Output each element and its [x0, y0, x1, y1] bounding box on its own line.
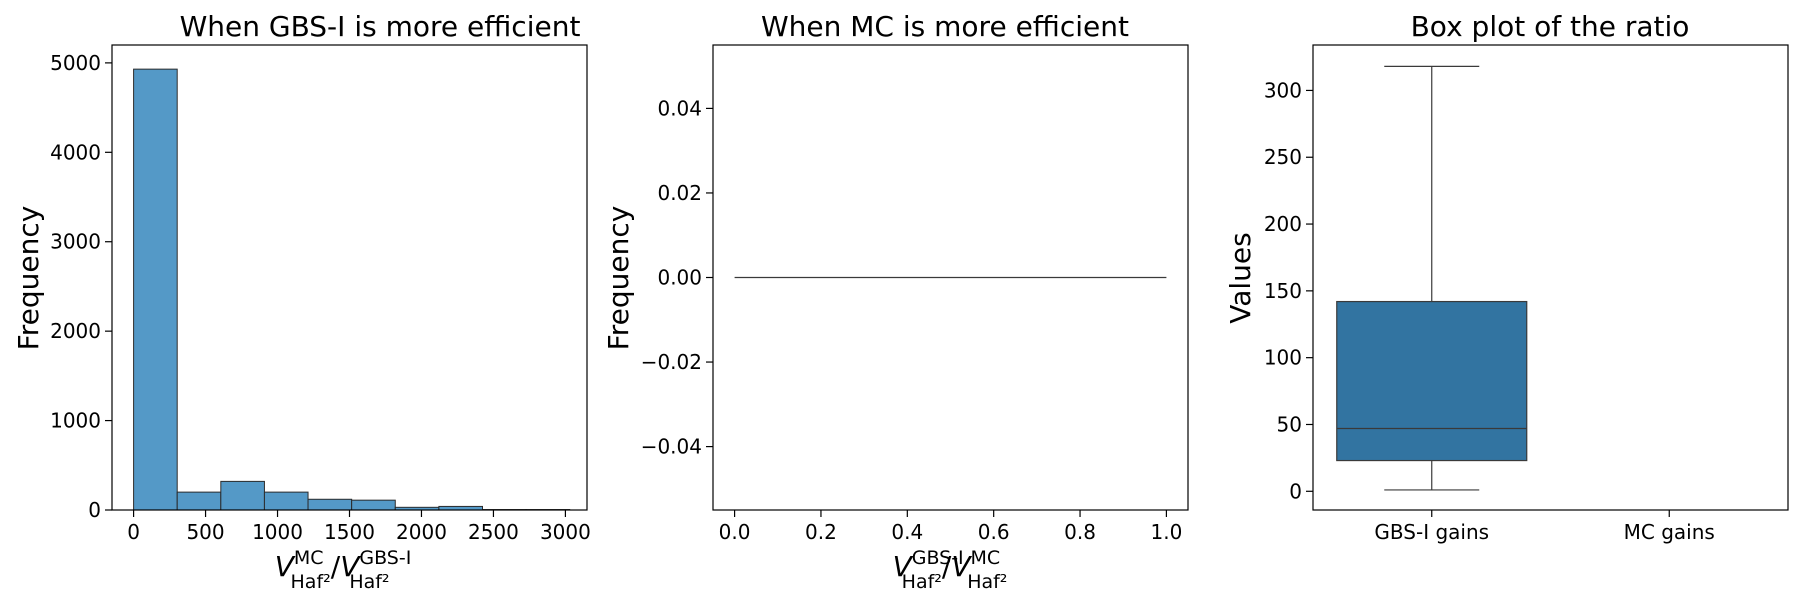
xlabel-slash: / — [942, 550, 952, 583]
histogram-bar — [176, 491, 222, 511]
y-tick-label: 0 — [88, 498, 101, 522]
y-tick-label: 0.02 — [657, 181, 702, 205]
xlabel-sub-a: Haf² — [902, 571, 942, 593]
panel-title: Box plot of the ratio — [1411, 10, 1690, 43]
y-tick-label: −0.04 — [641, 435, 702, 459]
xlabel-var-a: V — [893, 550, 914, 583]
xlabel-var-a: V — [275, 550, 296, 583]
xlabel-sup-a: GBS-I — [912, 547, 964, 569]
xlabel-sub-a: Haf² — [291, 571, 331, 593]
panel-title: When GBS-I is more efficient — [180, 10, 581, 43]
y-tick-label: 3000 — [50, 230, 101, 254]
x-tick-label: 1000 — [252, 520, 303, 544]
x-tick-label: 3000 — [540, 520, 591, 544]
x-tick-label: 0.6 — [978, 520, 1010, 544]
x-tick-label: 0.2 — [805, 520, 837, 544]
x-axis-label: VMC Haf²/VGBS-I Haf² — [275, 547, 412, 593]
xlabel-sub-b: Haf² — [349, 571, 389, 593]
y-tick-label: 100 — [1264, 346, 1302, 370]
plot-area — [1336, 65, 1528, 491]
y-tick-label: 200 — [1264, 212, 1302, 236]
xlabel-var-b: V — [340, 550, 361, 583]
x-tick-label: 1.0 — [1151, 520, 1183, 544]
x-tick-label: 0.0 — [719, 520, 751, 544]
y-tick-label: 300 — [1264, 78, 1302, 102]
axes-frame — [1312, 44, 1789, 511]
x-tick-label: 500 — [186, 520, 224, 544]
histogram-panel-mc: When MC is more efficient 0.0 0.2 0.4 0.6 0.… — [602, 10, 1189, 593]
y-tick-label: 150 — [1264, 279, 1302, 303]
x-tick-label: 0.4 — [891, 520, 923, 544]
x-tick-label: 1500 — [324, 520, 375, 544]
y-tick-label: 250 — [1264, 145, 1302, 169]
y-ticks: 0 1000 2000 3000 4000 5000 — [50, 51, 112, 522]
x-tick-label: 2500 — [468, 520, 519, 544]
histogram-bar — [133, 68, 178, 511]
xlabel-sup-b: MC — [971, 547, 1001, 569]
x-ticks: GBS-I gains MC gains — [1374, 510, 1715, 544]
y-tick-label: 4000 — [50, 140, 101, 164]
xlabel-var-b: V — [951, 550, 972, 583]
histogram-panel-gbs: When GBS-I is more efficient 0 500 1000 150… — [12, 10, 591, 593]
y-tick-label: 0.04 — [657, 96, 702, 120]
y-tick-label: 50 — [1277, 412, 1302, 436]
y-ticks: 0 50 100 150 200 250 300 — [1264, 78, 1313, 503]
x-tick-label: 0 — [127, 520, 140, 544]
y-tick-label: 5000 — [50, 51, 101, 75]
box-plot-panel: Box plot of the ratio GBS-I gains MC gain… — [1224, 10, 1789, 544]
x-ticks: 0 500 1000 1500 2000 2500 3000 — [127, 510, 591, 544]
x-tick-label: 0.8 — [1064, 520, 1096, 544]
histogram-bar — [307, 498, 353, 511]
x-ticks: 0.0 0.2 0.4 0.6 0.8 1.0 — [719, 510, 1183, 544]
y-tick-label: −0.02 — [641, 350, 702, 374]
category-label: GBS-I gains — [1374, 520, 1489, 544]
histogram-bar — [263, 491, 309, 511]
category-label: MC gains — [1624, 520, 1715, 544]
y-tick-label: 2000 — [50, 319, 101, 343]
box — [1336, 300, 1528, 462]
y-axis-label: Values — [1224, 232, 1257, 323]
histogram-bar — [220, 480, 265, 511]
panel-title: When MC is more efficient — [761, 10, 1129, 43]
y-axis-label: Frequency — [12, 206, 45, 351]
xlabel-sub-b: Haf² — [967, 571, 1007, 593]
xlabel-slash: / — [331, 550, 341, 583]
y-tick-label: 0.00 — [657, 266, 702, 290]
x-tick-label: 2000 — [396, 520, 447, 544]
xlabel-sup-b: GBS-I — [359, 547, 411, 569]
y-axis-label: Frequency — [602, 206, 635, 351]
axes-frame — [111, 44, 588, 511]
y-tick-label: 0 — [1289, 479, 1302, 503]
plot-area — [133, 68, 571, 511]
xlabel-sup-a: MC — [294, 547, 324, 569]
x-axis-label: VGBS-I Haf²/VMC Haf² — [893, 547, 1008, 593]
y-tick-label: 1000 — [50, 409, 101, 433]
histogram-bar — [351, 499, 396, 511]
y-ticks: −0.04 −0.02 0.00 0.02 0.04 — [641, 96, 713, 459]
